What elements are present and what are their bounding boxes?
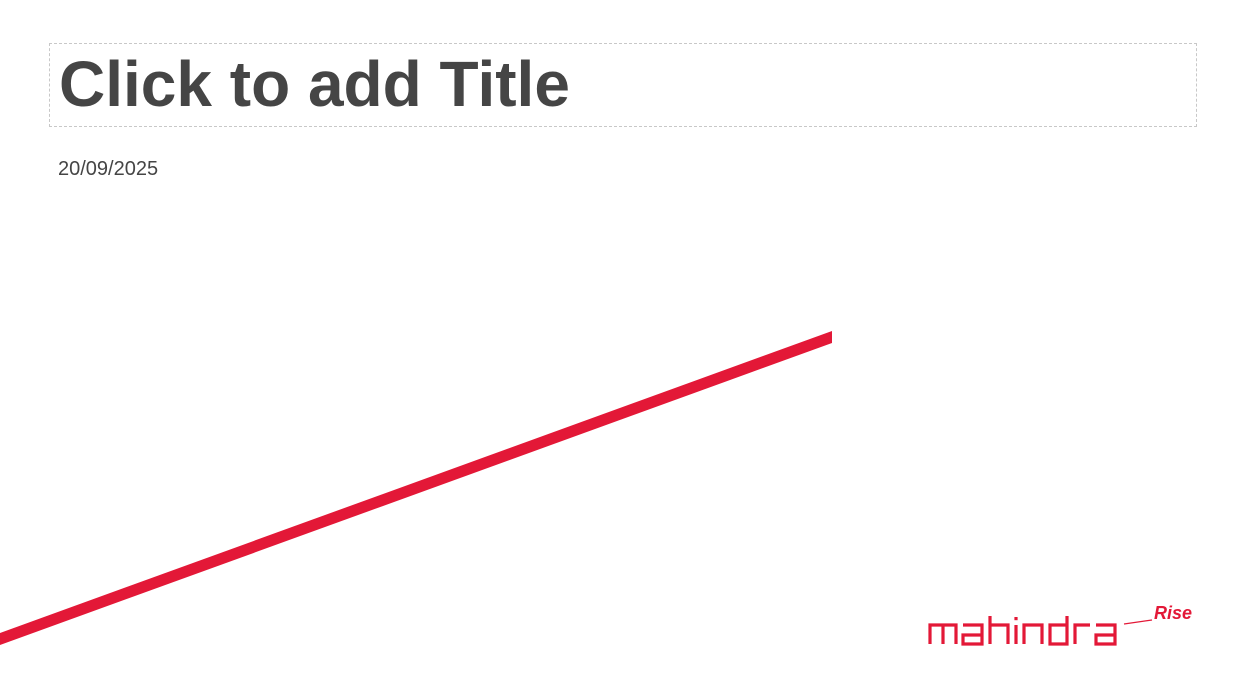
title-text[interactable]: Click to add Title bbox=[59, 48, 570, 120]
slide-date: 20/09/2025 bbox=[58, 158, 159, 180]
mahindra-rise-logo: Rise bbox=[928, 603, 1192, 646]
logo-tagline-text: Rise bbox=[1154, 603, 1192, 623]
title-placeholder[interactable]: Click to add Title bbox=[49, 43, 1197, 127]
